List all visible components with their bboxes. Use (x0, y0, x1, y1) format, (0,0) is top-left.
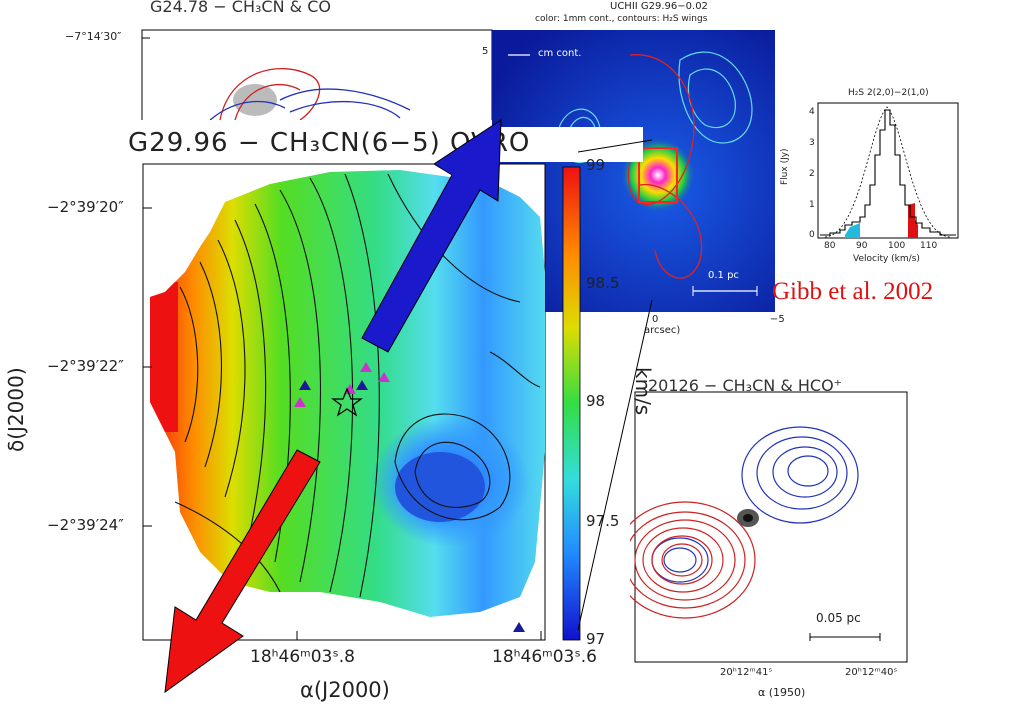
main-ytick: −2°39′20″ (47, 198, 124, 216)
uchii-scalebar-label: 0.1 pc (708, 270, 739, 281)
uchii-subtitle: color: 1mm cont., contours: H₂S wings (535, 14, 708, 24)
uchii-tick-5: 5 (482, 46, 489, 57)
main-xtick: 18ʰ46ᵐ03ˢ.8 (250, 647, 355, 667)
spectrum-xtick: 100 (888, 241, 906, 251)
g24-dec-tick: −7°14′30″ (65, 30, 122, 43)
spectrum-ytick: 2 (809, 169, 815, 179)
g24-title: G24.78 − CH₃CN & CO (150, 0, 331, 16)
spectrum-xtick: 80 (824, 241, 836, 251)
main-title: G29.96 − CH₃CN(6−5) OVRO (128, 128, 531, 158)
spectrum-xlabel: Velocity (km/s) (853, 254, 920, 264)
spectrum-xtick: 90 (856, 241, 868, 251)
i20126-title: 20126 − CH₃CN & HCO⁺ (648, 376, 843, 395)
uchii-tick-m5: −5 (770, 314, 785, 325)
spectrum-xtick: 110 (920, 241, 938, 251)
cbar-tick: 98 (586, 392, 606, 410)
spectrum-ytick: 1 (809, 200, 815, 210)
cbar-label: km/s (631, 367, 655, 416)
i20126-xlabel: α (1950) (758, 686, 806, 699)
main-ytick: −2°39′22″ (47, 357, 124, 375)
i20126-scalebar-label: 0.05 pc (816, 611, 861, 625)
cbar-tick: 97.5 (586, 512, 620, 530)
g24-panel: G24.78 − CH₃CN & CO −7°14′30″ (65, 0, 500, 120)
g24-plot (141, 29, 493, 120)
spectrum-title: H₂S 2(2,0)−2(1,0) (848, 88, 929, 98)
cbar-tick: 99 (586, 156, 606, 174)
main-ylabel: δ(J2000) (4, 367, 28, 452)
uchii-legend-label: cm cont. (538, 48, 582, 59)
i20126-plot (630, 391, 908, 663)
cbar-tick: 97 (586, 630, 606, 648)
cbar-tick: 98.5 (586, 274, 620, 292)
i20126-panel: 20126 − CH₃CN & HCO⁺ 0.05 pc 20ʰ12ᵐ41ˢ 2… (630, 360, 930, 705)
main-ytick: −2°39′24″ (47, 516, 124, 534)
spectrum-ytick: 3 (809, 138, 815, 148)
spectrum-panel: H₂S 2(2,0)−2(1,0) Velocity (km/s) Flux (… (780, 85, 990, 275)
uchii-title: UCHII G29.96−0.02 (610, 1, 708, 12)
citation: Gibb et al. 2002 (772, 278, 934, 305)
spectrum-ytick: 0 (809, 230, 815, 240)
main-xlabel: α(J2000) (300, 678, 390, 702)
spectrum-plot (817, 102, 959, 239)
main-xtick: 18ʰ46ᵐ03ˢ.6 (492, 647, 597, 667)
i20126-xtick: 20ʰ12ᵐ40ˢ (845, 667, 898, 678)
spectrum-ylabel: Flux (Jy) (780, 148, 790, 185)
i20126-xtick: 20ʰ12ᵐ41ˢ (720, 667, 773, 678)
uchii-xunit: arcsec) (644, 325, 681, 336)
spectrum-ytick: 4 (809, 107, 815, 117)
uchii-tick-0: 0 (652, 314, 659, 325)
main-panel: G29.96 − CH₃CN(6−5) OVRO −2°39′20″ −2°39… (0, 122, 655, 708)
